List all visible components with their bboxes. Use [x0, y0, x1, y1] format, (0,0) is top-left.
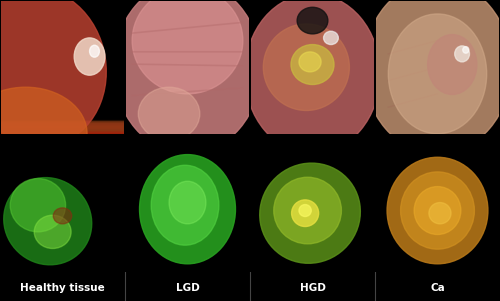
Ellipse shape: [274, 177, 342, 244]
Ellipse shape: [0, 87, 87, 180]
Bar: [1, 125, 124, 132]
Bar: [1, 124, 124, 132]
Bar: [1, 123, 124, 131]
Ellipse shape: [0, 0, 106, 146]
Ellipse shape: [299, 52, 321, 72]
Text: LGD: LGD: [176, 283, 200, 293]
Bar: [1, 126, 124, 133]
Ellipse shape: [364, 0, 500, 154]
Bar: [1, 122, 124, 131]
Text: HGD: HGD: [300, 283, 326, 293]
Ellipse shape: [400, 172, 474, 249]
Bar: [1, 126, 124, 133]
Ellipse shape: [34, 215, 71, 249]
Ellipse shape: [114, 0, 262, 154]
Ellipse shape: [292, 200, 318, 227]
Ellipse shape: [414, 187, 461, 234]
Bar: [1, 125, 124, 132]
Bar: [1, 127, 124, 134]
Text: Ca: Ca: [430, 283, 445, 293]
Ellipse shape: [291, 45, 334, 85]
Ellipse shape: [454, 46, 469, 62]
Bar: [1, 123, 124, 131]
Ellipse shape: [138, 87, 200, 141]
Bar: [1, 127, 124, 133]
Bar: [1, 121, 124, 130]
Bar: [1, 121, 124, 129]
Ellipse shape: [74, 38, 105, 75]
Bar: [1, 126, 124, 133]
Ellipse shape: [388, 14, 486, 134]
Ellipse shape: [324, 31, 338, 45]
Bar: [1, 122, 124, 130]
Ellipse shape: [260, 163, 360, 263]
Bar: [1, 125, 124, 132]
Bar: [1, 126, 124, 133]
Ellipse shape: [264, 24, 350, 110]
Bar: [1, 127, 124, 134]
Ellipse shape: [297, 7, 328, 34]
Bar: [1, 122, 124, 130]
Bar: [1, 122, 124, 130]
Ellipse shape: [245, 0, 380, 154]
Ellipse shape: [4, 178, 92, 265]
Ellipse shape: [54, 208, 72, 224]
Ellipse shape: [90, 45, 100, 57]
Ellipse shape: [462, 47, 469, 53]
Ellipse shape: [169, 181, 206, 224]
Bar: [1, 123, 124, 131]
Bar: [1, 120, 124, 129]
Bar: [1, 124, 124, 132]
Bar: [1, 123, 124, 131]
Bar: [1, 124, 124, 132]
Ellipse shape: [299, 205, 312, 216]
Ellipse shape: [151, 165, 219, 245]
Bar: [1, 125, 124, 132]
Text: Healthy tissue: Healthy tissue: [20, 283, 105, 293]
Ellipse shape: [429, 203, 451, 224]
Ellipse shape: [428, 35, 477, 95]
Bar: [1, 123, 124, 131]
Bar: [1, 121, 124, 130]
Bar: [1, 124, 124, 132]
Bar: [1, 126, 124, 133]
Ellipse shape: [387, 157, 488, 264]
Bar: [1, 121, 124, 130]
Ellipse shape: [140, 155, 235, 264]
Ellipse shape: [132, 0, 243, 94]
Ellipse shape: [10, 178, 66, 232]
